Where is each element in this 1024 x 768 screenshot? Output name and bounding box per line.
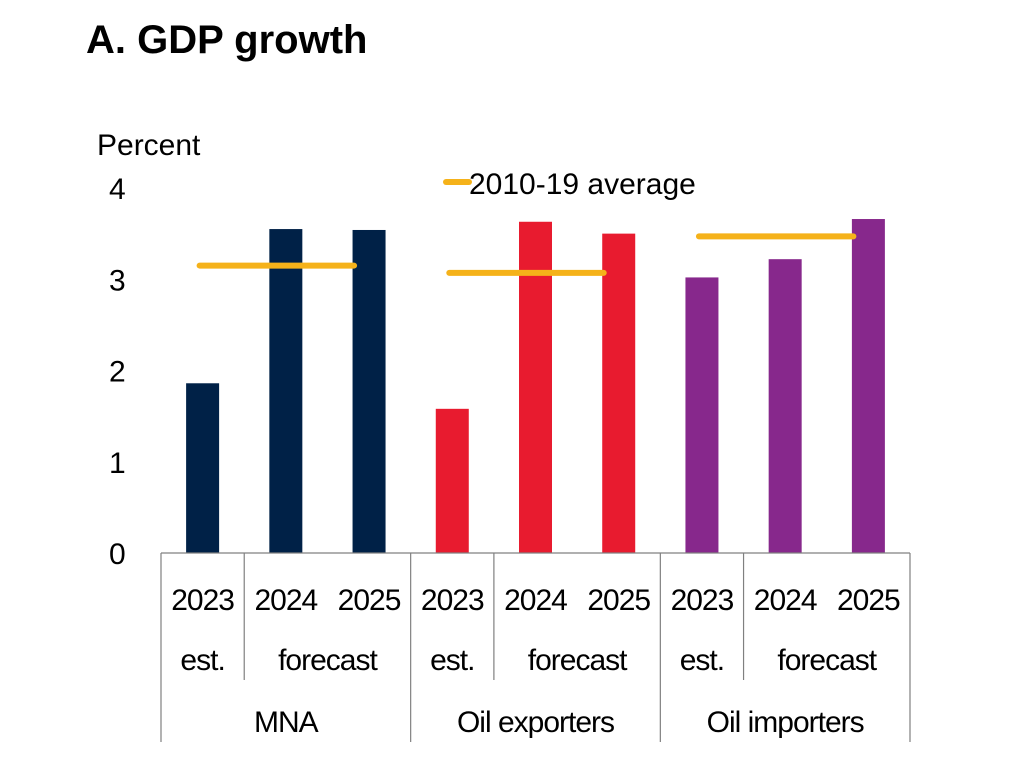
bar-oil-exporters-2024	[519, 221, 552, 553]
bar-oil-importers-2024	[768, 259, 802, 553]
x-tick-label-year: 2025	[338, 584, 401, 617]
x-axis: 2023 2024 2025 est. forecast MNA 2023 2024 2025 e…	[160, 552, 911, 742]
y-tick-label: 0	[109, 538, 126, 571]
x-tick-label-year: 2025	[587, 584, 650, 617]
bar-mna-2023	[186, 383, 220, 553]
x-tick-label-year: 2024	[254, 584, 317, 617]
bar-mna-2024	[269, 229, 303, 553]
y-axis-label: Percent	[97, 129, 201, 162]
bar-oil-importers-2025	[851, 219, 885, 553]
x-subgroup-label: est.	[180, 644, 224, 677]
legend-label-average: 2010-19 average	[469, 168, 696, 201]
x-tick-label-year: 2023	[421, 584, 484, 617]
bars	[186, 219, 885, 553]
average-lines	[196, 233, 857, 276]
x-group-label: Oil importers	[707, 706, 864, 739]
y-axis-ticks: 0 1 2 3 4	[109, 173, 126, 571]
x-group-label: Oil exporters	[457, 706, 614, 739]
y-tick-label: 1	[109, 447, 126, 480]
x-subgroup-label: est.	[680, 644, 724, 677]
x-tick-label-year: 2024	[504, 584, 567, 617]
x-group-label: MNA	[254, 706, 319, 739]
y-tick-label: 2	[109, 356, 126, 389]
chart-title: A. GDP growth	[86, 18, 368, 62]
legend: 2010-19 average	[443, 168, 696, 201]
x-subgroup-label: forecast	[528, 644, 628, 677]
x-subgroup-label: est.	[430, 644, 474, 677]
x-subgroup-label: forecast	[278, 644, 378, 677]
bar-oil-exporters-2023	[435, 408, 469, 553]
x-subgroup-label: forecast	[777, 644, 877, 677]
bar-mna-2025	[352, 229, 386, 553]
x-tick-label-year: 2025	[837, 584, 900, 617]
y-tick-label: 4	[109, 173, 126, 206]
x-tick-label-year: 2023	[671, 584, 734, 617]
bar-oil-exporters-2025	[602, 233, 636, 553]
x-tick-label-year: 2024	[754, 584, 817, 617]
x-tick-label-year: 2023	[171, 584, 234, 617]
y-tick-label: 3	[109, 264, 126, 297]
bar-oil-importers-2023	[685, 277, 719, 553]
